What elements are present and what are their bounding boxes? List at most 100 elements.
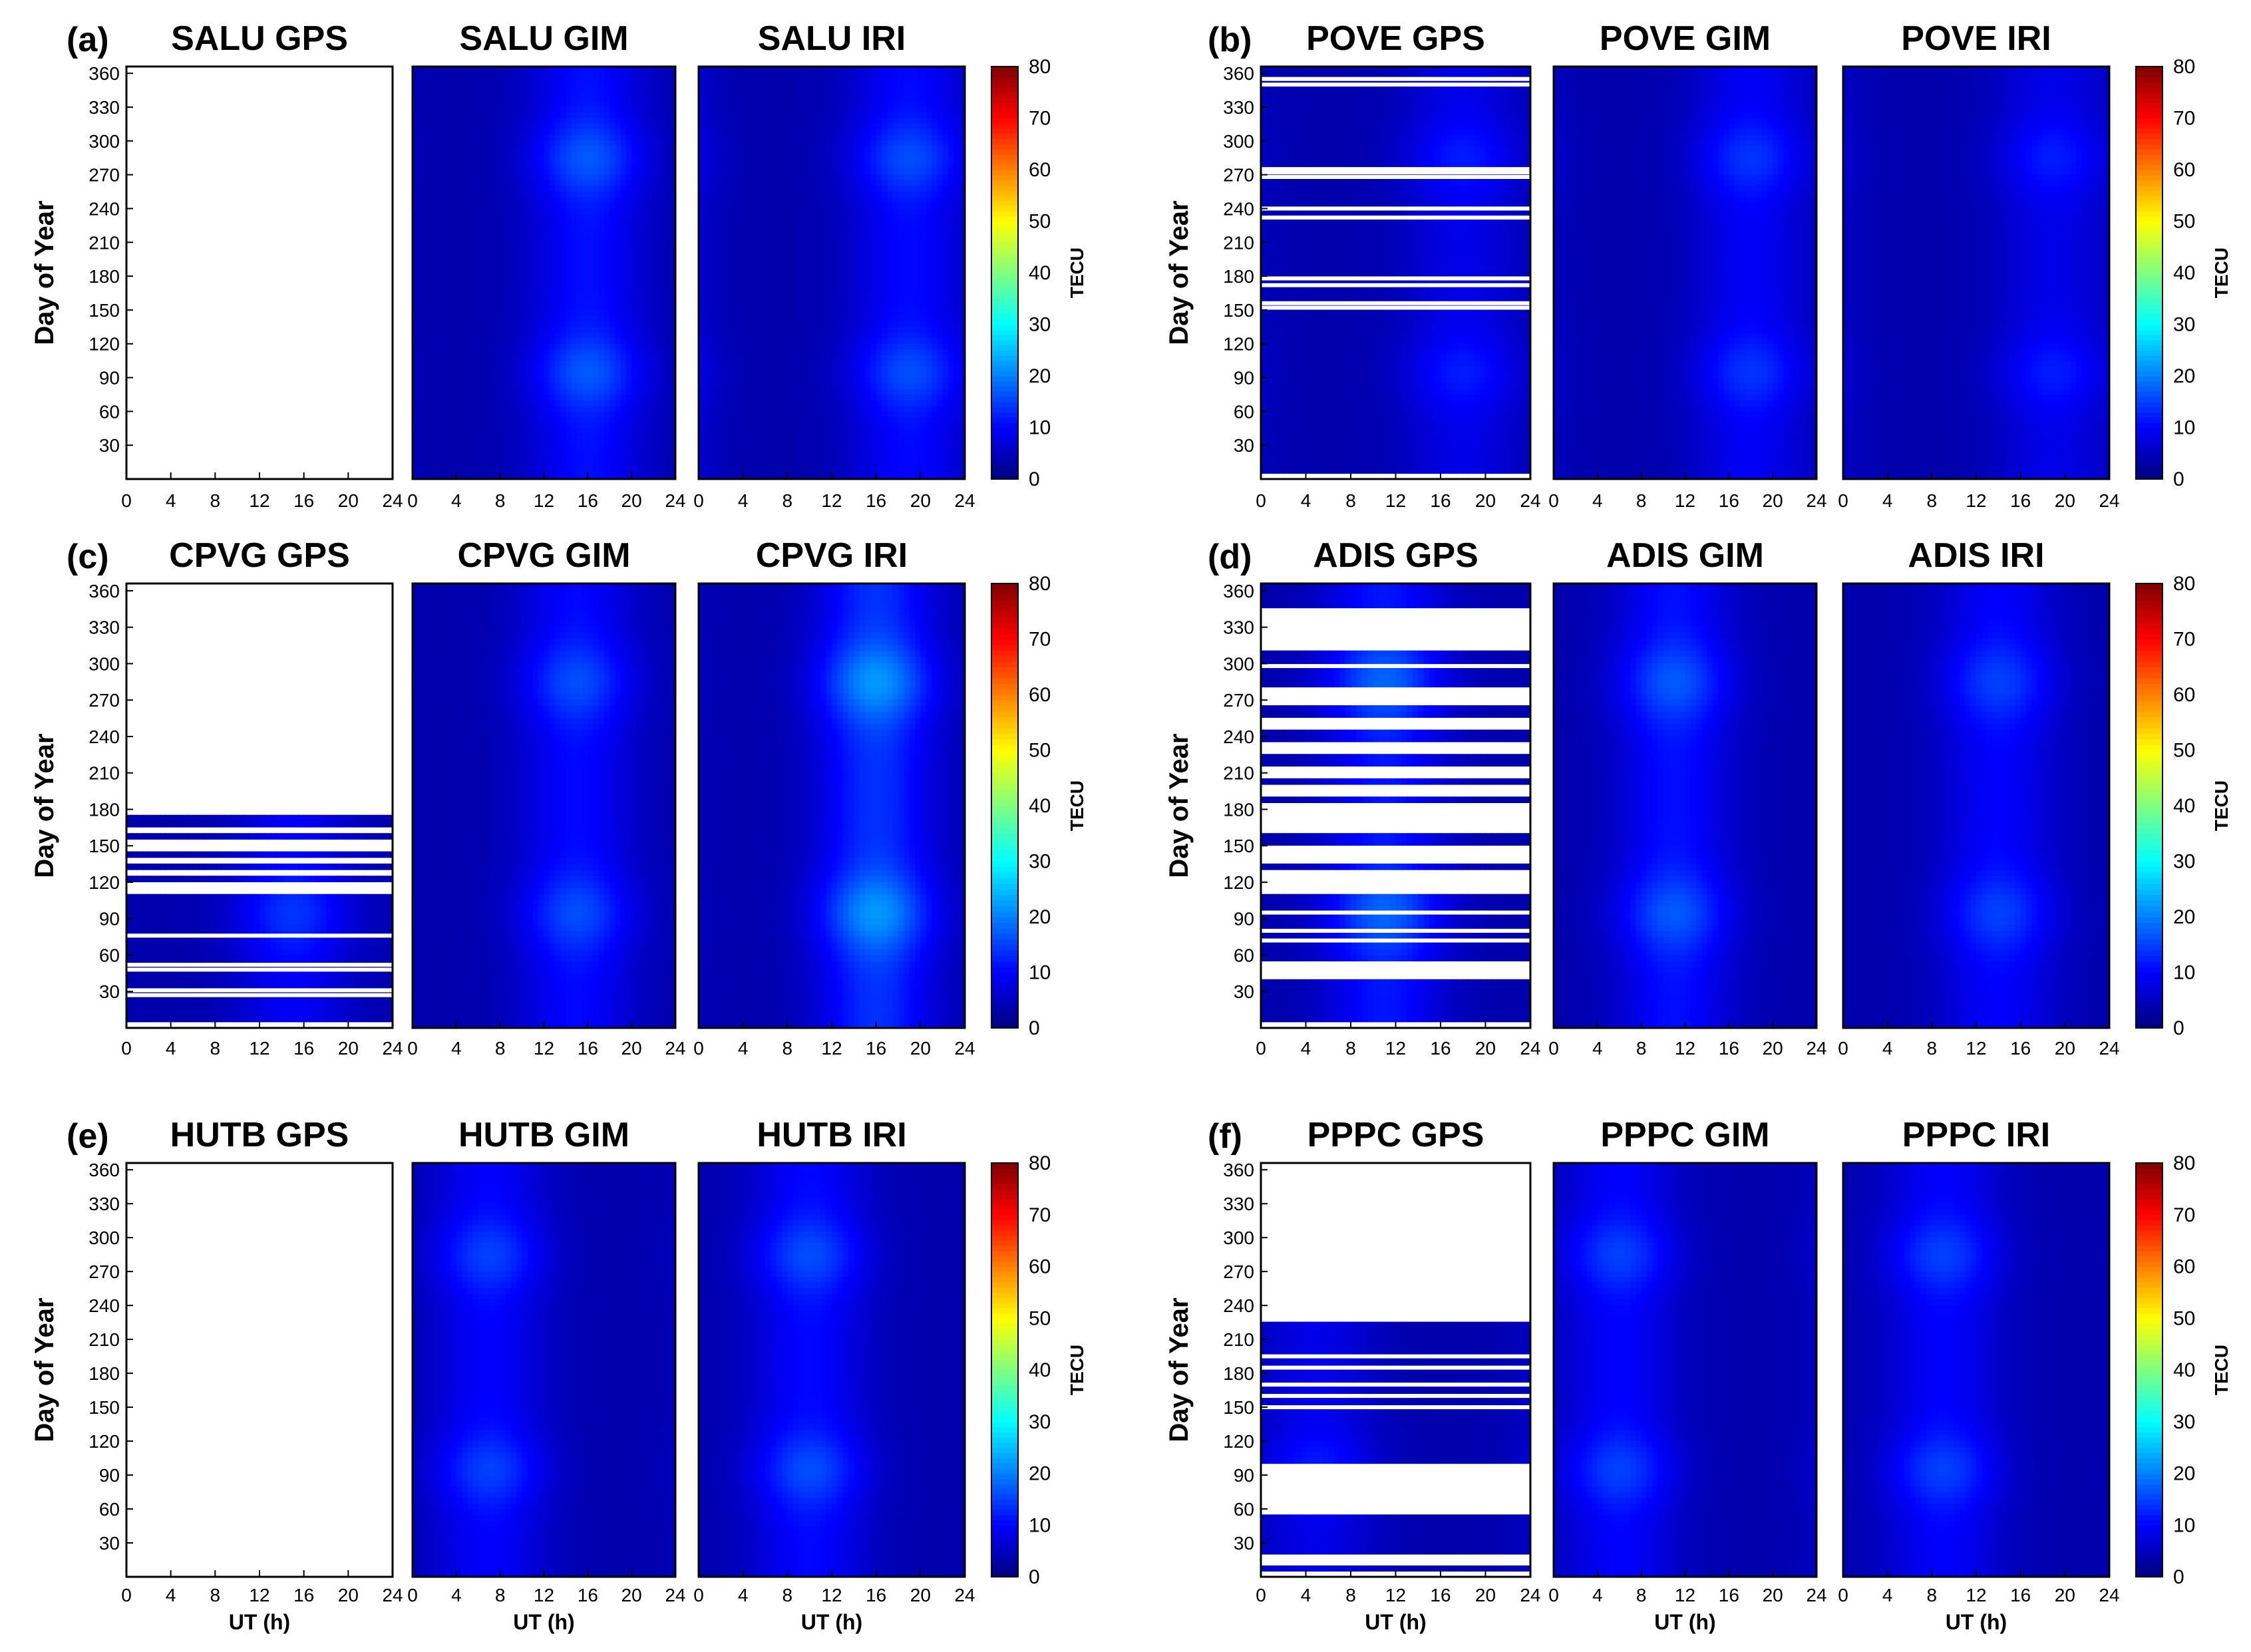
heatmap-cell xyxy=(489,117,495,123)
heatmap-cell xyxy=(609,293,615,299)
heatmap-cell xyxy=(643,191,649,197)
heatmap-cell xyxy=(588,309,594,315)
heatmap-cell xyxy=(566,140,572,146)
heatmap-cell xyxy=(484,309,490,315)
heatmap-cell xyxy=(621,298,627,304)
heatmap-cell xyxy=(423,185,429,191)
heatmap-cell xyxy=(621,89,627,95)
heatmap-cell xyxy=(528,377,534,383)
heatmap-cell xyxy=(544,219,550,225)
heatmap-cell xyxy=(604,372,610,378)
heatmap-cell xyxy=(467,208,473,214)
heatmap-cell xyxy=(538,355,544,361)
heatmap-cell xyxy=(489,140,495,146)
heatmap-cell xyxy=(609,128,615,134)
heatmap-cell xyxy=(511,338,517,344)
heatmap-cell xyxy=(440,395,446,401)
heatmap-cell xyxy=(572,94,578,100)
heatmap-cell xyxy=(467,366,473,372)
heatmap-cell xyxy=(506,406,512,412)
heatmap-cell xyxy=(538,293,544,299)
heatmap-cell xyxy=(594,445,600,451)
heatmap-cell xyxy=(456,383,462,389)
heatmap-cell xyxy=(648,361,654,367)
heatmap-cell xyxy=(451,94,457,100)
heatmap-cell xyxy=(582,196,588,202)
heatmap-cell xyxy=(659,309,665,315)
heatmap-cell xyxy=(473,462,479,468)
heatmap-cell xyxy=(511,406,517,412)
heatmap-cell xyxy=(560,321,566,327)
heatmap-cell xyxy=(500,270,506,276)
heatmap-cell xyxy=(429,428,435,434)
heatmap-cell xyxy=(555,304,561,310)
heatmap-cell xyxy=(582,275,588,281)
heatmap-cell xyxy=(594,180,600,186)
heatmap-cell xyxy=(599,123,605,129)
heatmap-cell xyxy=(604,417,610,423)
heatmap-cell xyxy=(555,440,561,446)
heatmap-cell xyxy=(489,174,495,180)
heatmap-cell xyxy=(462,338,468,344)
heatmap-cell xyxy=(615,162,621,168)
heatmap-cell xyxy=(572,434,578,440)
heatmap-cell xyxy=(550,428,556,434)
heatmap-cell xyxy=(566,332,572,338)
heatmap-cell xyxy=(588,406,594,412)
heatmap-cell xyxy=(653,440,659,446)
heatmap-cell xyxy=(544,157,550,163)
heatmap-cell xyxy=(511,230,517,236)
heatmap-cell xyxy=(560,94,566,100)
panel-title: SALU GPS xyxy=(171,19,348,58)
heatmap-cell xyxy=(653,157,659,163)
heatmap-cell xyxy=(560,259,566,265)
heatmap-cell xyxy=(538,456,544,462)
heatmap-cell xyxy=(653,259,659,265)
heatmap-cell xyxy=(648,123,654,129)
heatmap-cell xyxy=(588,343,594,349)
heatmap-cell xyxy=(429,185,435,191)
heatmap-cell xyxy=(423,112,429,118)
heatmap-cell xyxy=(604,451,610,457)
heatmap-cell xyxy=(566,162,572,168)
heatmap-cell xyxy=(555,377,561,383)
heatmap-cell xyxy=(566,422,572,428)
heatmap-cell xyxy=(418,236,424,242)
heatmap-cell xyxy=(550,146,556,152)
heatmap-cell xyxy=(494,440,500,446)
heatmap-cell xyxy=(560,456,566,462)
heatmap-cell xyxy=(418,146,424,152)
heatmap-cell xyxy=(604,100,610,106)
heatmap-cell xyxy=(555,445,561,451)
heatmap-cell xyxy=(489,315,495,321)
heatmap-cell xyxy=(445,417,451,423)
heatmap-cell xyxy=(440,315,446,321)
heatmap-cell xyxy=(555,248,561,253)
heatmap-cell xyxy=(653,174,659,180)
heatmap-cell xyxy=(506,281,512,287)
heatmap-cell xyxy=(429,168,435,174)
heatmap-cell xyxy=(582,361,588,367)
heatmap-cell xyxy=(494,395,500,401)
heatmap-cell xyxy=(637,315,643,321)
heatmap-cell xyxy=(582,456,588,462)
heatmap-cell xyxy=(538,338,544,344)
heatmap-cell xyxy=(494,383,500,389)
heatmap-cell xyxy=(609,468,615,474)
heatmap-cell xyxy=(560,230,566,236)
heatmap-cell xyxy=(626,128,632,134)
heatmap-cell xyxy=(643,259,649,265)
heatmap-cell xyxy=(648,451,654,457)
heatmap-cell xyxy=(456,332,462,338)
heatmap-cell xyxy=(665,225,671,231)
heatmap-cell xyxy=(516,400,522,406)
heatmap-cell xyxy=(473,89,479,95)
heatmap-cell xyxy=(434,332,440,338)
heatmap-cell xyxy=(572,151,578,157)
heatmap-cell xyxy=(506,440,512,446)
heatmap-cell xyxy=(538,428,544,434)
heatmap-cell xyxy=(604,112,610,118)
heatmap-cell xyxy=(462,349,468,355)
heatmap-cell xyxy=(456,208,462,214)
heatmap-cell xyxy=(615,242,621,248)
